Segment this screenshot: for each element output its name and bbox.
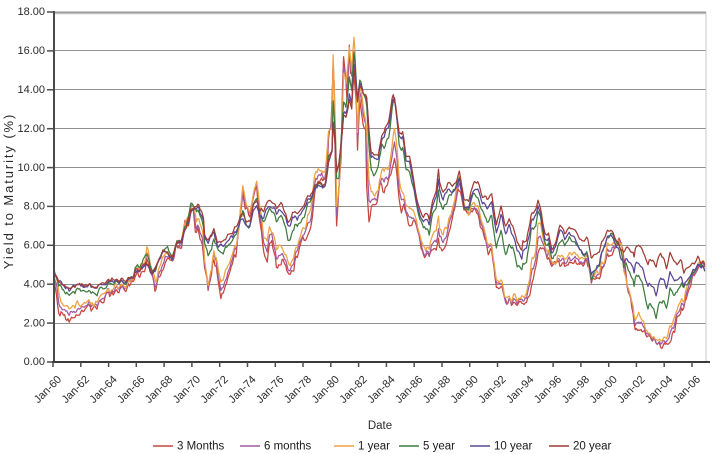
svg-text:3 Months: 3 Months xyxy=(177,441,225,453)
svg-text:5 year: 5 year xyxy=(423,441,455,453)
svg-text:0.00: 0.00 xyxy=(24,356,45,368)
svg-text:4.00: 4.00 xyxy=(24,278,45,290)
svg-text:6.00: 6.00 xyxy=(24,240,45,252)
svg-text:10 year: 10 year xyxy=(494,441,533,453)
svg-text:1 year: 1 year xyxy=(358,441,390,453)
svg-text:18.00: 18.00 xyxy=(17,6,45,18)
svg-text:6 months: 6 months xyxy=(264,441,312,453)
svg-text:12.00: 12.00 xyxy=(17,123,45,135)
svg-text:16.00: 16.00 xyxy=(17,45,45,57)
svg-text:2.00: 2.00 xyxy=(24,317,45,329)
svg-text:10.00: 10.00 xyxy=(17,162,45,174)
svg-text:Date: Date xyxy=(368,420,392,432)
svg-text:20 year: 20 year xyxy=(573,441,612,453)
svg-text:Yield to Maturity (%): Yield to Maturity (%) xyxy=(1,113,16,269)
svg-text:8.00: 8.00 xyxy=(24,201,45,213)
svg-text:14.00: 14.00 xyxy=(17,84,45,96)
